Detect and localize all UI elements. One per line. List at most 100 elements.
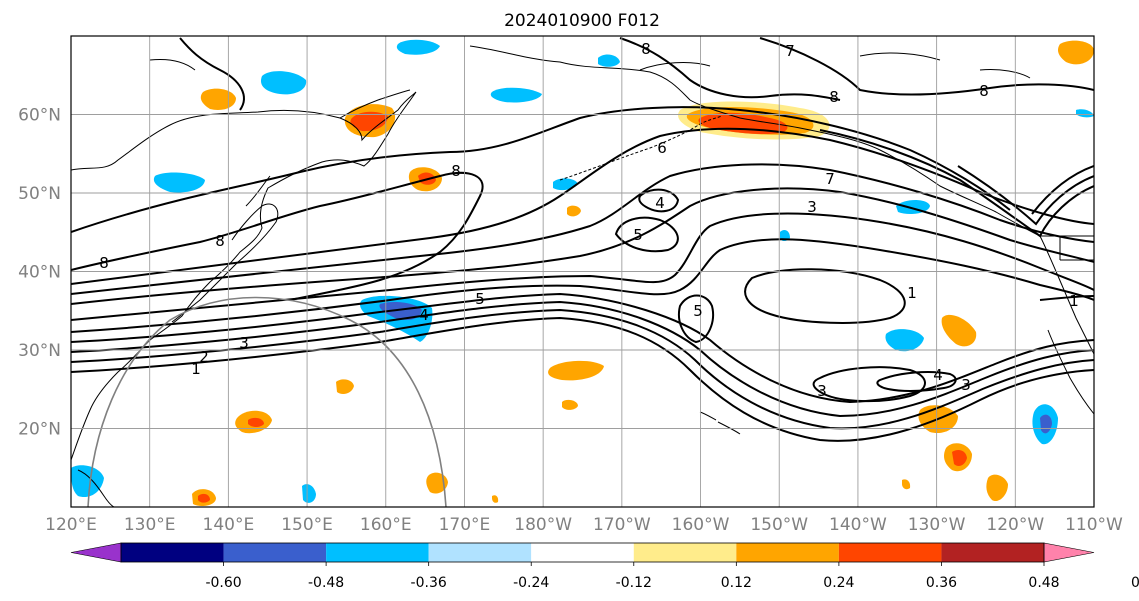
colorbar-bin — [633, 543, 737, 562]
contour-line — [876, 371, 957, 392]
contour-line — [638, 188, 680, 213]
shade-patch — [260, 71, 307, 95]
lon-tick-label: 160°E — [360, 515, 412, 535]
shade-patch — [941, 314, 977, 347]
contour-line — [71, 308, 1094, 430]
contour-label: 3 — [239, 334, 249, 352]
contour-line — [179, 37, 245, 111]
map-frame — [70, 35, 1095, 508]
lon-tick-label: 150°W — [750, 515, 808, 535]
colorbar-outline — [120, 542, 1045, 563]
colorbar-bin — [838, 543, 942, 562]
colorbar-bin — [428, 543, 532, 562]
map-title: 2024010900 F012 — [504, 11, 660, 31]
colorbar-tick-label: -0.12 — [616, 575, 652, 591]
contour-line — [71, 171, 484, 301]
lat-tick-label: 20°N — [18, 420, 61, 440]
shade-patch — [952, 450, 967, 466]
shade-patch — [986, 474, 1008, 502]
shade-patch — [885, 329, 924, 352]
shade-patch — [567, 205, 581, 217]
colorbar-bin — [326, 543, 429, 562]
shade-patch — [598, 54, 620, 67]
contour-line — [678, 294, 714, 344]
lon-tick-label: 150°E — [281, 515, 333, 535]
coastline-aleutians — [559, 115, 723, 181]
contour-line — [71, 163, 1094, 295]
contour-line — [71, 300, 1094, 418]
contour-label: 8 — [641, 40, 651, 58]
lon-tick-label: 180°W — [514, 515, 572, 535]
shade-patch — [780, 230, 790, 241]
contour-line — [614, 216, 679, 253]
contour-label: 4 — [655, 194, 665, 212]
lat-tick-label: 40°N — [18, 263, 61, 283]
contour-label: 8 — [829, 88, 839, 106]
contour-line — [71, 292, 1094, 404]
contour-line — [619, 37, 841, 101]
colorbar-tick-label: -0.24 — [513, 575, 549, 591]
shade-patch — [1058, 40, 1094, 65]
shaded-field — [71, 39, 1094, 506]
coastline-japan — [171, 175, 279, 323]
contour-label: 8 — [215, 232, 225, 250]
contour-label: 8 — [979, 82, 989, 100]
lat-tick-label: 60°N — [18, 106, 61, 126]
contour-label: 3 — [817, 382, 827, 400]
colorbar-bin — [736, 543, 839, 562]
contour-line — [71, 212, 1094, 321]
lon-tick-label: 120°E — [45, 515, 97, 535]
contour-label: 1 — [907, 284, 917, 302]
coastline-kamchatka — [339, 89, 411, 119]
contour-label: 5 — [475, 290, 485, 308]
lat-tick-label: 50°N — [18, 184, 61, 204]
shade-patch — [350, 111, 388, 132]
contour-line — [812, 366, 926, 403]
contour-label: 5 — [633, 226, 643, 244]
shade-patch — [153, 172, 205, 193]
colorbar-tick-label: 0.48 — [1028, 575, 1059, 591]
colorbar-extend-low — [70, 542, 122, 563]
contour-label: 3 — [961, 376, 971, 394]
shade-patch — [198, 493, 210, 503]
contour-label: 5 — [693, 302, 703, 320]
lon-tick-label: 130°W — [908, 515, 966, 535]
shade-patch — [490, 87, 542, 103]
contour-label: 7 — [785, 42, 795, 60]
contour-line — [957, 165, 1094, 226]
contour-line — [71, 127, 1094, 285]
contour-line — [759, 37, 1094, 96]
lon-tick-label: 130°E — [124, 515, 176, 535]
shade-patch — [902, 479, 911, 490]
colorbar-bin — [223, 543, 327, 562]
colorbar-bin — [531, 543, 634, 562]
shade-patch — [492, 495, 499, 503]
contour-label: 4 — [419, 306, 429, 324]
colorbar-tick-label: -0.36 — [411, 575, 447, 591]
lon-tick-label: 170°W — [593, 515, 651, 535]
contour-labels: 8 7 8 8 6 7 4 3 5 8 8 8 5 1 4 5 3 2 1 4 … — [99, 40, 1079, 400]
coastline-philippines — [77, 469, 115, 507]
contour-line — [1039, 295, 1094, 301]
latitude-tick-labels: 20°N 30°N 40°N 50°N 60°N — [18, 106, 61, 440]
colorbar-tick-labels: -0.60 -0.48 -0.36 -0.24 -0.12 0.12 0.24 0.36 0.4… — [205, 562, 1139, 591]
lat-tick-label: 30°N — [18, 341, 61, 361]
colorbar-bin — [941, 543, 1044, 562]
contour-line — [744, 268, 906, 324]
shade-patch — [379, 302, 422, 320]
great-circle — [87, 296, 447, 507]
contour-label: 7 — [825, 170, 835, 188]
contour-label: 2 — [199, 348, 209, 366]
lon-tick-label: 110°W — [1065, 515, 1123, 535]
shade-patch — [302, 484, 316, 503]
contour-label: 4 — [933, 366, 943, 384]
lon-tick-label: 140°E — [203, 515, 255, 535]
contour-line — [819, 129, 1094, 238]
contour-label: 1 — [191, 360, 201, 378]
contour-label: 6 — [657, 139, 667, 157]
contours — [71, 37, 1094, 442]
colorbar — [70, 542, 1095, 563]
contour-label: 8 — [451, 162, 461, 180]
map-panel: 8 7 8 8 6 7 4 3 5 8 8 8 5 1 4 5 3 2 1 4 … — [18, 35, 1123, 535]
